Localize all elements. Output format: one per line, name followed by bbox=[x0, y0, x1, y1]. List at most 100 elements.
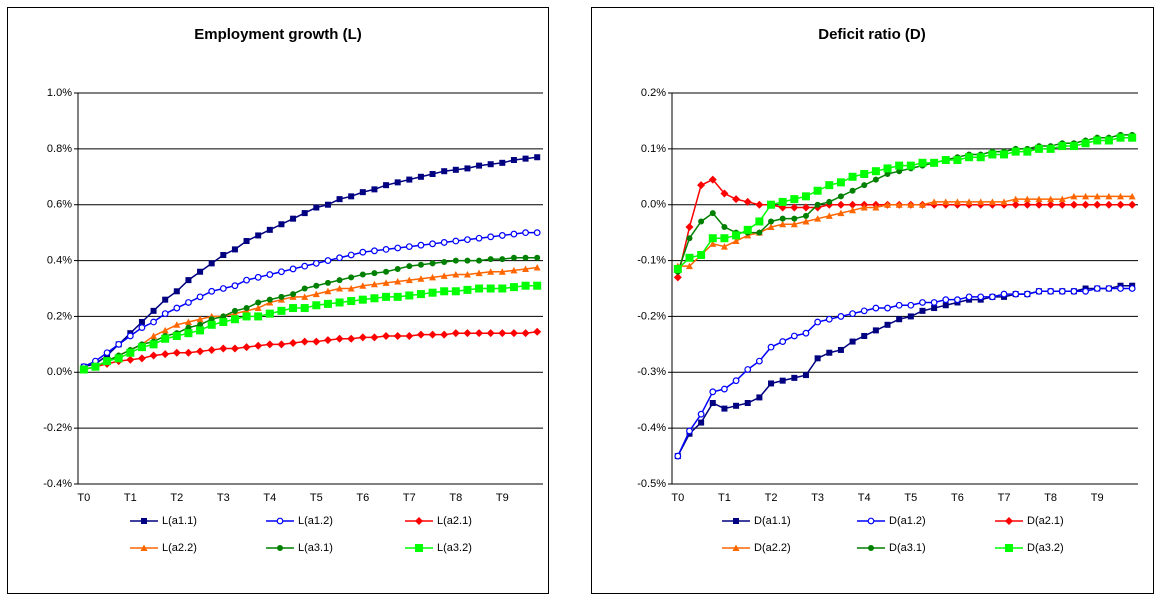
marker bbox=[162, 296, 169, 303]
marker bbox=[115, 340, 123, 348]
marker bbox=[277, 545, 283, 551]
series-line bbox=[83, 284, 538, 371]
marker bbox=[988, 293, 996, 301]
marker bbox=[335, 298, 344, 307]
legend-label: L(a2.1) bbox=[437, 515, 472, 527]
series bbox=[673, 133, 1137, 273]
marker bbox=[720, 234, 729, 243]
marker bbox=[475, 284, 484, 293]
marker bbox=[790, 332, 798, 340]
y-tick-label: -0.3% bbox=[637, 366, 666, 378]
marker bbox=[265, 340, 274, 349]
marker bbox=[942, 198, 950, 205]
x-tick-label: T6 bbox=[951, 492, 964, 504]
marker bbox=[242, 312, 251, 321]
marker bbox=[230, 344, 239, 353]
marker bbox=[429, 170, 436, 177]
y-tick-label: 0.8% bbox=[47, 143, 72, 155]
series-line bbox=[83, 231, 538, 368]
marker bbox=[1128, 200, 1137, 209]
marker bbox=[1047, 195, 1055, 203]
marker bbox=[415, 544, 423, 552]
marker bbox=[510, 254, 517, 261]
y-tick-label: -0.4% bbox=[43, 478, 72, 490]
marker bbox=[114, 354, 123, 363]
marker bbox=[324, 201, 331, 208]
marker bbox=[732, 231, 741, 240]
marker bbox=[336, 196, 343, 203]
marker bbox=[907, 301, 915, 309]
marker bbox=[685, 223, 694, 232]
marker bbox=[721, 224, 728, 231]
marker bbox=[872, 204, 880, 211]
marker bbox=[849, 206, 857, 214]
x-tick-label: T8 bbox=[449, 492, 462, 504]
marker bbox=[954, 296, 961, 304]
marker bbox=[896, 316, 903, 323]
x-tick-label: T7 bbox=[998, 492, 1011, 504]
marker bbox=[394, 179, 401, 186]
marker bbox=[522, 229, 529, 237]
marker bbox=[868, 545, 874, 551]
marker bbox=[79, 365, 88, 374]
marker bbox=[533, 229, 541, 237]
marker bbox=[370, 333, 379, 342]
marker bbox=[791, 374, 798, 381]
marker bbox=[371, 247, 378, 255]
marker bbox=[498, 329, 507, 338]
marker bbox=[510, 230, 518, 238]
marker bbox=[673, 264, 682, 273]
marker bbox=[755, 217, 764, 226]
series bbox=[79, 281, 542, 374]
marker bbox=[173, 321, 181, 328]
marker bbox=[906, 161, 915, 170]
marker bbox=[1012, 290, 1020, 298]
marker bbox=[965, 293, 973, 301]
marker bbox=[977, 293, 985, 301]
x-tick-label: T4 bbox=[263, 492, 276, 504]
legend-label: L(a3.1) bbox=[298, 542, 333, 554]
marker bbox=[265, 309, 274, 318]
marker bbox=[732, 377, 740, 385]
marker bbox=[173, 304, 181, 312]
marker bbox=[219, 318, 228, 327]
marker bbox=[837, 346, 844, 353]
marker bbox=[300, 304, 309, 313]
marker bbox=[382, 245, 390, 253]
marker bbox=[196, 326, 205, 335]
marker bbox=[732, 195, 741, 204]
marker bbox=[231, 246, 238, 253]
legend-label: D(a2.1) bbox=[1027, 515, 1064, 527]
x-tick-label: T3 bbox=[811, 492, 824, 504]
marker bbox=[277, 306, 286, 315]
marker bbox=[440, 272, 448, 279]
marker bbox=[348, 274, 355, 281]
marker bbox=[312, 259, 320, 267]
legend-label: L(a3.2) bbox=[437, 542, 472, 554]
marker bbox=[382, 331, 391, 340]
marker bbox=[243, 238, 250, 245]
marker bbox=[1093, 192, 1101, 200]
marker bbox=[207, 345, 216, 354]
marker bbox=[498, 284, 507, 293]
marker bbox=[1011, 200, 1020, 209]
marker bbox=[149, 351, 158, 360]
marker bbox=[686, 235, 693, 242]
marker bbox=[697, 410, 705, 418]
marker bbox=[1035, 195, 1043, 203]
marker bbox=[802, 217, 810, 225]
series-line bbox=[677, 134, 1133, 272]
x-tick-label: T5 bbox=[310, 492, 323, 504]
marker bbox=[185, 277, 192, 284]
marker bbox=[1105, 192, 1113, 200]
marker bbox=[172, 348, 181, 357]
marker bbox=[733, 402, 740, 409]
series-line bbox=[83, 257, 538, 371]
marker bbox=[884, 201, 892, 208]
marker bbox=[720, 243, 728, 250]
marker bbox=[756, 229, 763, 236]
marker bbox=[778, 197, 787, 206]
marker bbox=[476, 257, 483, 264]
marker bbox=[1104, 200, 1113, 209]
marker bbox=[1046, 200, 1055, 209]
